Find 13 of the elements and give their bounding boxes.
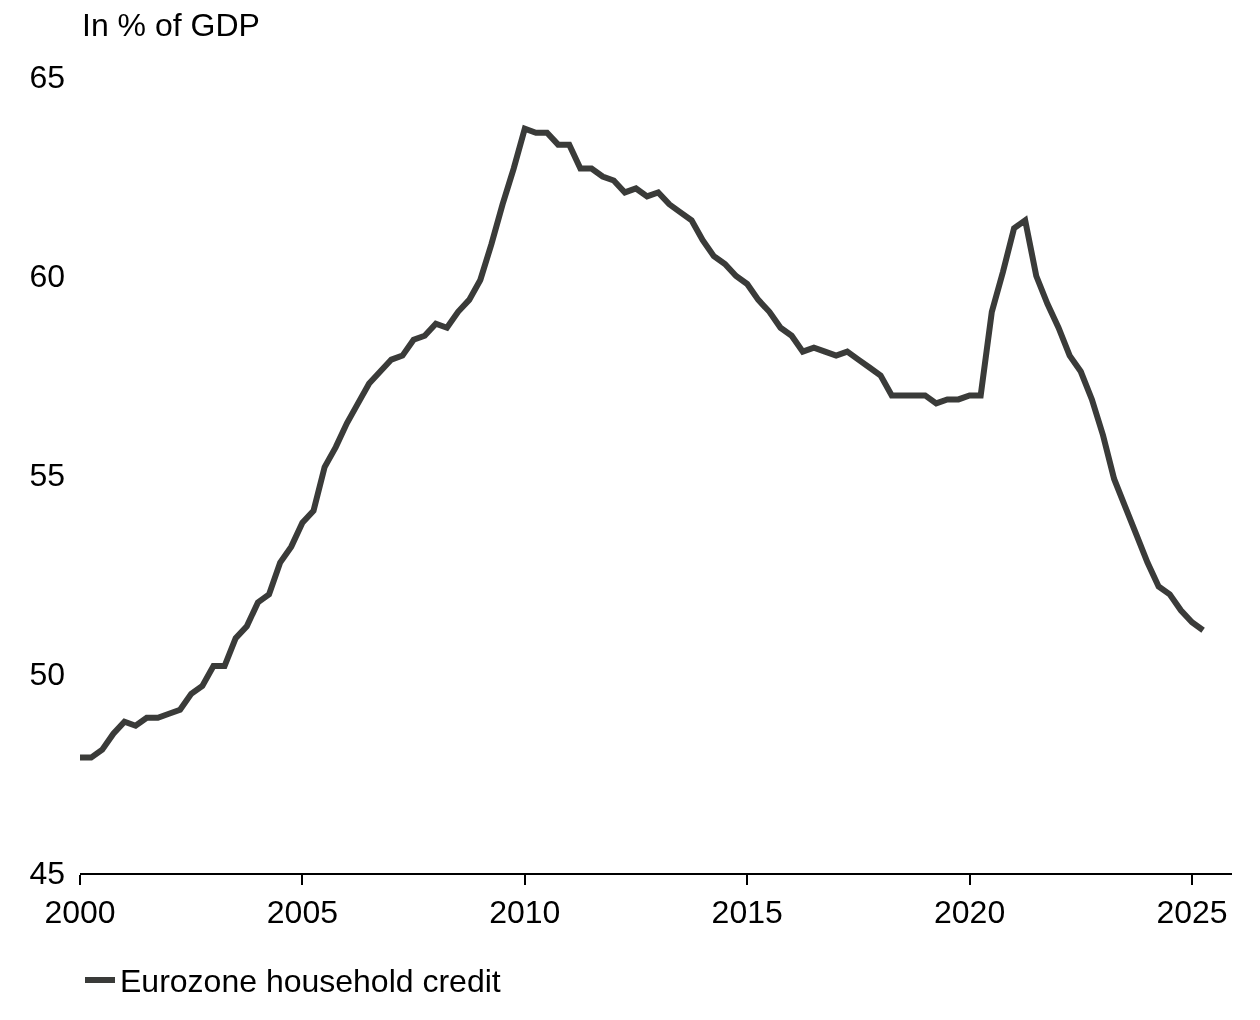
x-tick-label: 2005 xyxy=(266,894,338,931)
x-tick-label: 2025 xyxy=(1156,894,1228,931)
x-tick-label: 2020 xyxy=(933,894,1006,931)
y-tick-label: 60 xyxy=(29,258,65,295)
x-tick-label: 2010 xyxy=(489,894,561,931)
y-tick-label: 55 xyxy=(29,457,65,494)
x-tick-label: 2015 xyxy=(711,894,783,931)
x-tick-label: 2000 xyxy=(44,894,116,931)
legend-label: Eurozone household credit xyxy=(120,963,501,1000)
y-tick-label: 45 xyxy=(29,855,65,892)
y-tick-label: 65 xyxy=(29,59,65,96)
y-tick-label: 50 xyxy=(29,656,65,693)
y-axis-title: In % of GDP xyxy=(82,7,260,43)
